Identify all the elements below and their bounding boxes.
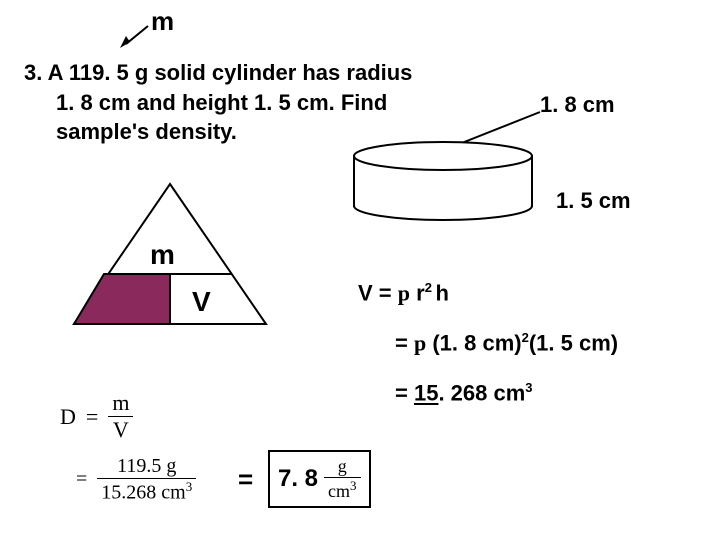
answer-unit-sup: 3 bbox=[350, 478, 357, 493]
pi-symbol-2: p bbox=[414, 330, 426, 355]
answer-value: 7. 8 bbox=[278, 465, 318, 493]
density-formula: D = m V bbox=[60, 390, 133, 443]
density-d: D bbox=[60, 404, 76, 430]
answer-equals: = bbox=[238, 464, 253, 495]
density-eq1: = bbox=[86, 404, 98, 430]
vol-eq1-sup: 2 bbox=[425, 280, 436, 295]
triangle-m-label: m bbox=[150, 239, 175, 271]
density-m: m bbox=[108, 390, 133, 417]
problem-line-2: 1. 8 cm and height 1. 5 cm. Find bbox=[56, 88, 387, 118]
answer-box: 7. 8 g cm3 bbox=[268, 450, 371, 508]
volume-eq-3: = 15. 268 cm3 bbox=[395, 380, 533, 406]
vol-eq2-sup: 2 bbox=[522, 330, 529, 345]
vol-eq3-val: 15 bbox=[414, 380, 438, 405]
vol-eq2-pre: = bbox=[395, 330, 414, 355]
vol-eq3-sup: 3 bbox=[525, 380, 532, 395]
answer-unit-num: g bbox=[324, 456, 361, 478]
top-m-label: m bbox=[151, 6, 174, 37]
volume-eq-1: V = p r2 h bbox=[358, 280, 449, 306]
cylinder-radius-label: 1. 8 cm bbox=[540, 92, 615, 118]
vol-eq1-h: h bbox=[436, 280, 449, 305]
problem-line-1: 3. A 119. 5 g solid cylinder has radius bbox=[24, 58, 412, 88]
vol-eq1-pre: V = bbox=[358, 280, 398, 305]
density-substitution: = 119.5 g 15.268 cm3 bbox=[76, 455, 196, 505]
vol-eq3-tail: . 268 cm bbox=[438, 380, 525, 405]
problem-text: 3. A 119. 5 g solid cylinder has radius … bbox=[24, 58, 412, 147]
top-m-arrow bbox=[118, 22, 154, 48]
cylinder-diagram bbox=[348, 140, 538, 224]
density-v: V bbox=[108, 417, 133, 443]
cylinder-height-label: 1. 5 cm bbox=[556, 188, 631, 214]
density-eq2: = bbox=[76, 468, 87, 491]
vol-eq2-rest: (1. 8 cm) bbox=[426, 330, 521, 355]
density-num: 119.5 g bbox=[97, 455, 196, 479]
answer-unit-den: cm bbox=[328, 481, 350, 501]
density-den: 15.268 cm bbox=[101, 482, 185, 504]
triangle-v-label: V bbox=[192, 286, 211, 318]
volume-eq-2: = p (1. 8 cm)2(1. 5 cm) bbox=[395, 330, 618, 356]
vol-eq2-tail: (1. 5 cm) bbox=[529, 330, 618, 355]
density-den-sup: 3 bbox=[186, 479, 193, 494]
vol-eq1-r: r bbox=[410, 280, 425, 305]
pi-symbol-1: p bbox=[398, 280, 410, 305]
vol-eq3-pre: = bbox=[395, 380, 414, 405]
